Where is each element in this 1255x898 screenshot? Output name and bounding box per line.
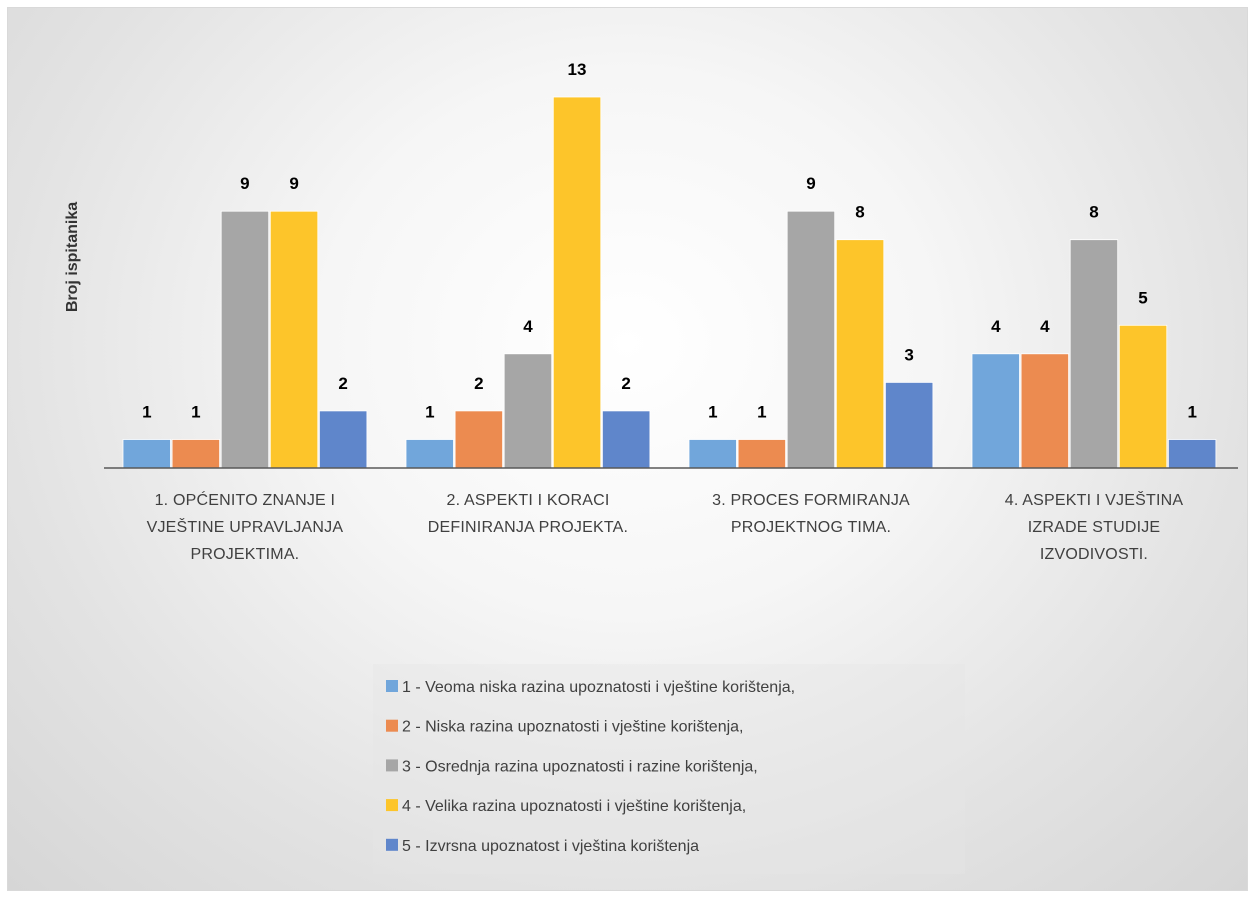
value-label-cat1-series4: 9 <box>289 174 298 193</box>
legend-swatch-3 <box>386 759 398 772</box>
legend-swatch-5 <box>386 838 398 851</box>
value-label-cat4-series1: 4 <box>991 317 1001 336</box>
value-label-cat1-series1: 1 <box>142 403 151 422</box>
bar-cat4-series1 <box>971 353 1020 469</box>
legend-background <box>373 664 965 874</box>
bar-cat4-series2 <box>1020 353 1069 469</box>
bar-cat3-series3 <box>786 210 836 469</box>
bar-cat1-series4 <box>269 210 319 469</box>
value-label-cat2-series3: 4 <box>523 317 533 336</box>
value-label-cat3-series3: 9 <box>806 174 815 193</box>
value-label-cat1-series2: 1 <box>191 403 200 422</box>
category-label-4-line-2: IZRADE STUDIJE <box>1028 519 1161 536</box>
legend-label-1: 1 - Veoma niska razina upoznatosti i vje… <box>402 679 795 696</box>
category-label-4-line-3: IZVODIVOSTI. <box>1040 546 1148 563</box>
category-label-2-line-2: DEFINIRANJA PROJEKTA. <box>428 519 628 536</box>
bar-cat1-series5 <box>318 410 368 469</box>
legend: 1 - Veoma niska razina upoznatosti i vje… <box>373 664 965 874</box>
category-label-3: 3. PROCES FORMIRANJA PROJEKTNOG TIMA. <box>712 492 910 536</box>
category-label-1-line-2: VJEŠTINE UPRAVLJANJA <box>147 517 344 536</box>
value-label-cat3-series5: 3 <box>904 345 913 364</box>
legend-swatch-2 <box>386 719 398 732</box>
bar-cat4-series3 <box>1069 239 1119 469</box>
bar-cat2-series2 <box>454 410 504 469</box>
value-label-cat2-series5: 2 <box>621 374 630 393</box>
legend-label-5: 5 - Izvrsna upoznatost i vještina korišt… <box>402 838 699 855</box>
category-label-1: 1. OPĆENITO ZNANJE I VJEŠTINE UPRAVLJANJA… <box>147 490 344 563</box>
bar-cat4-series5 <box>1168 439 1217 469</box>
category-labels-layer: 1. OPĆENITO ZNANJE I VJEŠTINE UPRAVLJANJA… <box>147 490 1184 563</box>
bar-cat1-series3 <box>220 210 270 469</box>
bar-cat1-series2 <box>171 439 221 469</box>
y-axis-title: Broj ispitanika <box>64 202 81 312</box>
value-label-cat2-series4: 13 <box>568 60 587 79</box>
bar-cat2-series4 <box>552 96 602 469</box>
legend-label-4: 4 - Velika razina upoznatosti i vještine… <box>402 798 746 815</box>
bar-cat2-series3 <box>503 353 553 469</box>
bar-cat3-series4 <box>835 239 885 469</box>
value-label-cat3-series4: 8 <box>855 203 864 222</box>
bar-cat2-series5 <box>602 410 651 469</box>
value-label-cat2-series2: 2 <box>474 374 483 393</box>
legend-swatch-4 <box>386 799 398 812</box>
bar-cat3-series5 <box>885 381 934 469</box>
value-label-cat2-series1: 1 <box>425 403 434 422</box>
value-label-cat3-series2: 1 <box>757 403 766 422</box>
value-label-cat4-series2: 4 <box>1040 317 1050 336</box>
bars-layer <box>122 96 1217 469</box>
bar-cat1-series1 <box>122 439 171 469</box>
bar-cat2-series1 <box>405 439 454 469</box>
bar-cat3-series1 <box>688 439 737 469</box>
category-label-2: 2. ASPEKTI I KORACI DEFINIRANJA PROJEKTA. <box>428 492 628 536</box>
value-label-cat1-series3: 9 <box>240 174 249 193</box>
legend-label-3: 3 - Osrednja razina upoznatosti i razine… <box>402 758 758 775</box>
category-label-3-line-1: 3. PROCES FORMIRANJA <box>712 492 910 509</box>
category-label-4-line-1: 4. ASPEKTI I VJEŠTINA <box>1005 490 1184 509</box>
value-label-cat3-series1: 1 <box>708 403 717 422</box>
category-label-4: 4. ASPEKTI I VJEŠTINA IZRADE STUDIJE IZVOD… <box>1005 490 1184 563</box>
category-label-1-line-3: PROJEKTIMA. <box>190 546 299 563</box>
bar-cat3-series2 <box>737 439 786 469</box>
category-label-3-line-2: PROJEKTNOG TIMA. <box>731 519 891 536</box>
category-label-1-line-1: 1. OPĆENITO ZNANJE I <box>155 490 336 509</box>
value-label-cat4-series4: 5 <box>1138 288 1147 307</box>
legend-label-2: 2 - Niska razina upoznatosti i vještine … <box>402 719 744 736</box>
value-label-cat4-series5: 1 <box>1187 403 1196 422</box>
bar-cat4-series4 <box>1118 324 1168 469</box>
category-label-2-line-1: 2. ASPEKTI I KORACI <box>447 492 610 509</box>
value-label-cat1-series5: 2 <box>338 374 347 393</box>
legend-swatch-1 <box>386 680 398 692</box>
value-label-cat4-series3: 8 <box>1089 203 1098 222</box>
